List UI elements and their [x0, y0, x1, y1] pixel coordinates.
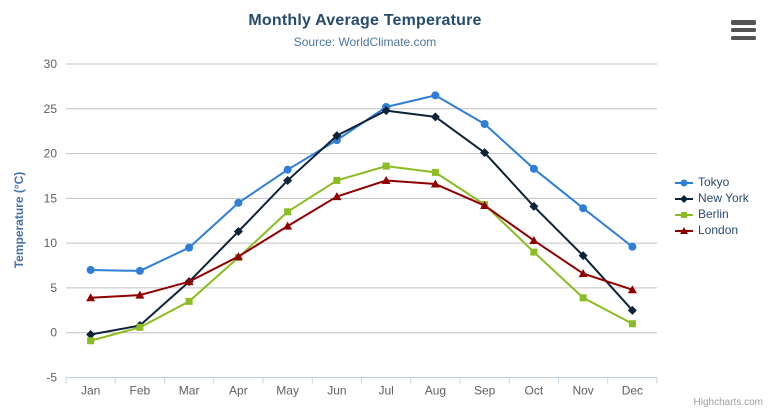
data-point-marker[interactable] — [283, 165, 292, 174]
x-axis-category-label: Jun — [327, 384, 346, 398]
data-point-marker[interactable] — [86, 293, 96, 302]
legend-item-label: New York — [698, 191, 749, 205]
data-point-marker[interactable] — [284, 208, 292, 216]
chart-subtitle: Source: WorldClimate.com — [293, 35, 437, 49]
data-point-marker[interactable] — [86, 330, 96, 340]
data-point-marker[interactable] — [480, 120, 489, 129]
data-point-marker[interactable] — [480, 201, 490, 210]
y-axis-tick-label: 15 — [44, 191, 58, 205]
data-point-marker[interactable] — [333, 176, 341, 184]
data-point-marker[interactable] — [86, 266, 95, 275]
series-line-london — [89, 179, 634, 299]
data-point-marker[interactable] — [628, 242, 637, 251]
berlin-series-marker-icon — [675, 211, 693, 218]
data-point-marker[interactable] — [529, 201, 539, 211]
y-axis-tick-label: 25 — [44, 102, 58, 116]
data-point-marker[interactable] — [578, 269, 588, 278]
data-point-marker[interactable] — [530, 248, 538, 256]
data-point-marker[interactable] — [381, 106, 391, 116]
data-point-marker[interactable] — [135, 266, 144, 275]
hamburger-icon — [731, 27, 756, 33]
data-point-marker[interactable] — [234, 198, 243, 207]
series-line-new-york — [89, 109, 634, 336]
data-point-marker[interactable] — [233, 226, 243, 236]
chart-legend: Tokyo New York Berlin London — [675, 176, 749, 237]
y-axis-tick-label: -5 — [46, 371, 57, 385]
data-point-marker[interactable] — [283, 221, 293, 230]
data-point-marker[interactable] — [135, 290, 145, 299]
circle-marker-glyph — [680, 179, 688, 186]
data-point-marker[interactable] — [627, 305, 637, 315]
data-point-marker[interactable] — [283, 175, 293, 185]
data-point-marker[interactable] — [381, 175, 391, 184]
series-new-york[interactable] — [86, 106, 637, 340]
x-axis-category-label: Sep — [474, 384, 496, 398]
tokyo-series-marker-icon — [675, 179, 693, 186]
square-marker-glyph — [681, 211, 687, 218]
series-line-berlin — [89, 165, 634, 342]
context-menu-button[interactable] — [731, 20, 756, 40]
data-point-marker[interactable] — [185, 297, 193, 305]
diamond-marker-glyph — [680, 194, 688, 203]
x-axis-category-label: Apr — [229, 384, 248, 398]
y-axis-tick-label: 20 — [44, 147, 58, 161]
x-axis-category-label: Aug — [425, 384, 446, 398]
hamburger-icon — [731, 20, 756, 25]
data-point-marker[interactable] — [628, 320, 636, 328]
data-point-marker[interactable] — [136, 323, 144, 331]
legend-item-tokyo[interactable]: Tokyo — [675, 176, 749, 189]
data-point-marker[interactable] — [233, 252, 243, 261]
london-series-marker-icon — [675, 226, 693, 234]
data-point-marker[interactable] — [529, 235, 539, 244]
legend-item-london[interactable]: London — [675, 224, 749, 237]
x-axis-category-label: Feb — [130, 384, 151, 398]
y-axis-tick-label: 0 — [50, 326, 57, 340]
data-point-marker[interactable] — [579, 294, 587, 302]
x-axis-category-label: Nov — [572, 384, 593, 398]
x-axis-category-label: Mar — [179, 384, 200, 398]
highcharts-credit-link[interactable]: Highcharts.com — [693, 397, 763, 408]
new-york-series-marker-icon — [675, 194, 693, 203]
hamburger-icon — [731, 35, 756, 40]
data-point-marker[interactable] — [430, 112, 440, 122]
x-axis-category-label: Jul — [378, 384, 393, 398]
data-point-marker[interactable] — [480, 148, 490, 158]
data-point-marker[interactable] — [87, 337, 95, 345]
series-london[interactable] — [86, 175, 637, 302]
legend-item-berlin[interactable]: Berlin — [675, 208, 749, 221]
series-line-tokyo — [89, 94, 634, 272]
y-axis-tick-label: 10 — [44, 236, 58, 250]
data-point-marker[interactable] — [529, 164, 538, 173]
data-point-marker[interactable] — [185, 243, 194, 252]
series-tokyo[interactable] — [86, 91, 637, 275]
data-point-marker[interactable] — [332, 131, 342, 141]
data-point-marker[interactable] — [579, 204, 588, 213]
data-point-marker[interactable] — [431, 91, 440, 100]
x-axis-category-label: Dec — [622, 384, 643, 398]
data-point-marker[interactable] — [627, 285, 637, 294]
data-point-marker[interactable] — [431, 168, 439, 176]
data-point-marker[interactable] — [184, 277, 194, 286]
x-axis-category-label: Oct — [525, 384, 544, 398]
legend-item-label: Berlin — [698, 207, 729, 221]
chart-title: Monthly Average Temperature — [248, 12, 482, 29]
data-point-marker[interactable] — [578, 251, 588, 261]
legend-item-new-york[interactable]: New York — [675, 192, 749, 205]
data-point-marker[interactable] — [430, 179, 440, 188]
legend-item-label: Tokyo — [698, 175, 730, 189]
y-axis-tick-label: 5 — [50, 281, 57, 295]
x-axis-category-label: May — [276, 384, 299, 398]
x-axis-category-label: Jan — [81, 384, 100, 398]
data-point-marker[interactable] — [332, 192, 342, 201]
data-point-marker[interactable] — [382, 162, 390, 170]
legend-item-label: London — [698, 223, 739, 237]
triangle-marker-glyph — [680, 226, 688, 234]
y-axis-tick-label: 30 — [44, 57, 58, 71]
